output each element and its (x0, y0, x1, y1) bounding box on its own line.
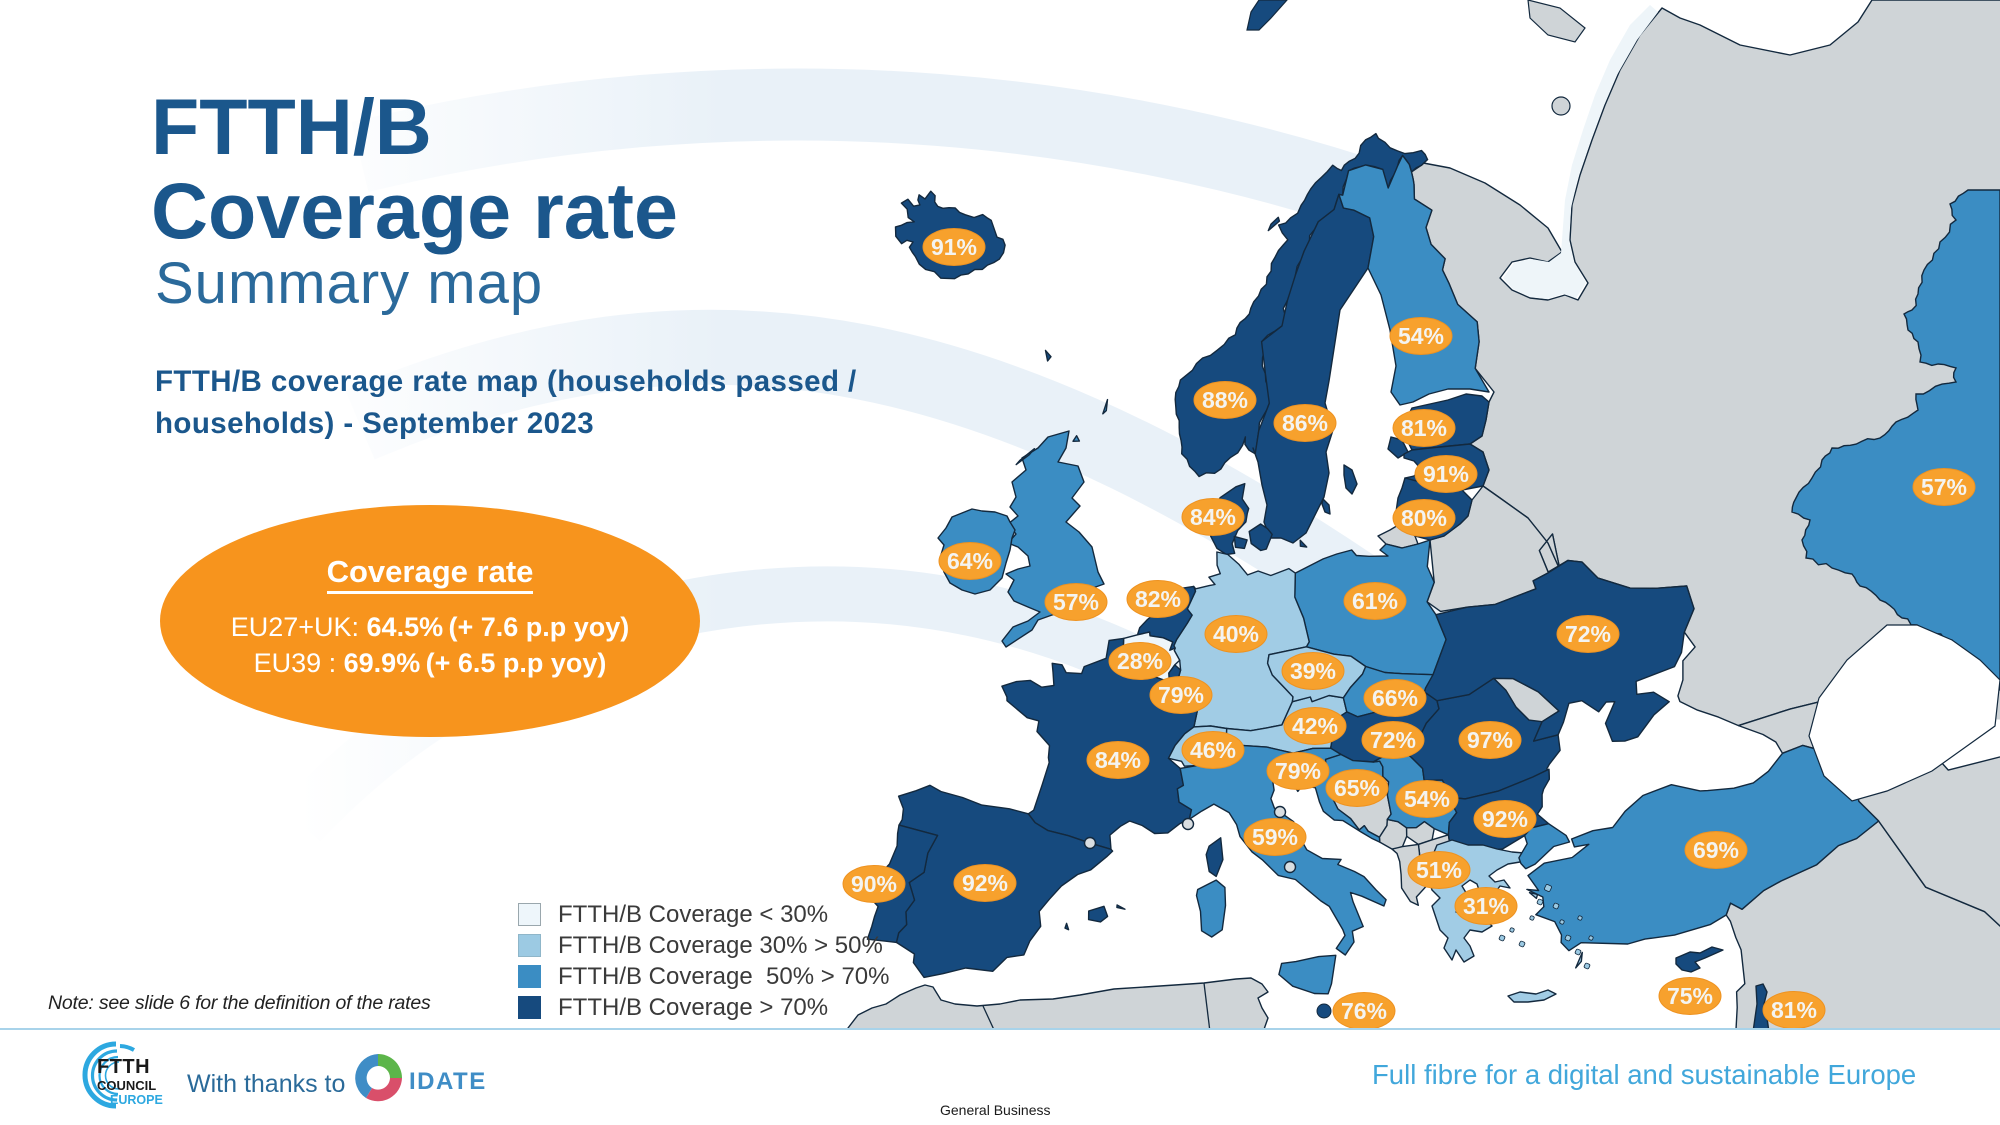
svg-text:79%: 79% (1158, 682, 1204, 708)
svg-text:31%: 31% (1463, 893, 1509, 919)
svg-text:59%: 59% (1252, 824, 1298, 850)
svg-text:64%: 64% (947, 548, 993, 574)
svg-text:FTTH: FTTH (97, 1056, 150, 1078)
svg-text:54%: 54% (1398, 323, 1444, 349)
svg-text:65%: 65% (1334, 775, 1380, 801)
svg-text:86%: 86% (1282, 410, 1328, 436)
svg-text:72%: 72% (1370, 727, 1416, 753)
svg-text:79%: 79% (1275, 758, 1321, 784)
svg-text:39%: 39% (1290, 658, 1336, 684)
svg-text:80%: 80% (1401, 505, 1447, 531)
svg-text:92%: 92% (1482, 806, 1528, 832)
svg-text:90%: 90% (851, 871, 897, 897)
svg-text:97%: 97% (1467, 727, 1513, 753)
svg-text:88%: 88% (1202, 387, 1248, 413)
svg-text:42%: 42% (1292, 713, 1338, 739)
svg-text:40%: 40% (1213, 621, 1259, 647)
svg-text:91%: 91% (931, 234, 977, 260)
svg-text:81%: 81% (1771, 997, 1817, 1023)
svg-text:61%: 61% (1352, 588, 1398, 614)
svg-text:69%: 69% (1693, 837, 1739, 863)
svg-text:82%: 82% (1135, 586, 1181, 612)
svg-text:66%: 66% (1372, 685, 1418, 711)
svg-text:28%: 28% (1117, 648, 1163, 674)
svg-text:72%: 72% (1565, 621, 1611, 647)
svg-text:57%: 57% (1921, 474, 1967, 500)
svg-text:COUNCIL: COUNCIL (97, 1078, 156, 1093)
svg-text:46%: 46% (1190, 737, 1236, 763)
svg-text:EUROPE: EUROPE (110, 1093, 163, 1107)
svg-text:75%: 75% (1667, 983, 1713, 1009)
svg-text:84%: 84% (1095, 747, 1141, 773)
svg-text:54%: 54% (1404, 786, 1450, 812)
svg-text:84%: 84% (1190, 504, 1236, 530)
svg-text:57%: 57% (1053, 589, 1099, 615)
svg-text:51%: 51% (1416, 857, 1462, 883)
svg-text:92%: 92% (962, 870, 1008, 896)
svg-text:76%: 76% (1341, 998, 1387, 1024)
svg-text:81%: 81% (1401, 415, 1447, 441)
svg-text:91%: 91% (1423, 461, 1469, 487)
